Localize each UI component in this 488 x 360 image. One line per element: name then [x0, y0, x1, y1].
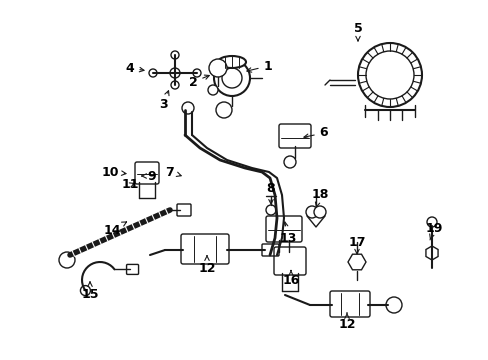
- Text: 18: 18: [311, 188, 328, 207]
- Circle shape: [171, 51, 179, 59]
- Polygon shape: [347, 254, 365, 270]
- Text: 12: 12: [198, 256, 215, 274]
- Circle shape: [216, 102, 231, 118]
- Circle shape: [284, 156, 295, 168]
- Text: 2: 2: [188, 75, 209, 89]
- Text: 17: 17: [347, 237, 365, 254]
- Text: 8: 8: [266, 181, 275, 204]
- Circle shape: [313, 206, 325, 218]
- Circle shape: [207, 85, 218, 95]
- Circle shape: [208, 59, 226, 77]
- Text: 4: 4: [125, 62, 144, 75]
- Circle shape: [385, 297, 401, 313]
- Circle shape: [305, 206, 317, 218]
- Circle shape: [193, 69, 201, 77]
- Text: 16: 16: [282, 271, 299, 287]
- Circle shape: [365, 51, 413, 99]
- Text: 12: 12: [338, 313, 355, 332]
- Circle shape: [214, 60, 249, 96]
- Circle shape: [170, 68, 180, 78]
- Circle shape: [182, 102, 194, 114]
- Text: 3: 3: [159, 91, 169, 112]
- Text: 5: 5: [353, 22, 362, 41]
- Circle shape: [265, 205, 275, 215]
- Text: 7: 7: [165, 166, 181, 179]
- Circle shape: [80, 285, 90, 296]
- Polygon shape: [425, 246, 437, 260]
- Circle shape: [171, 81, 179, 89]
- Ellipse shape: [218, 56, 245, 68]
- Text: 15: 15: [81, 282, 99, 302]
- Text: 19: 19: [425, 221, 442, 240]
- Text: 6: 6: [304, 126, 327, 139]
- Text: 11: 11: [121, 179, 139, 192]
- Circle shape: [59, 252, 75, 268]
- Circle shape: [357, 43, 421, 107]
- Text: 9: 9: [142, 170, 156, 183]
- Text: 1: 1: [246, 59, 272, 72]
- Text: 14: 14: [103, 222, 126, 237]
- Circle shape: [222, 68, 242, 88]
- Circle shape: [426, 217, 436, 227]
- Circle shape: [149, 69, 157, 77]
- Text: 10: 10: [101, 166, 126, 179]
- Text: 13: 13: [279, 222, 296, 244]
